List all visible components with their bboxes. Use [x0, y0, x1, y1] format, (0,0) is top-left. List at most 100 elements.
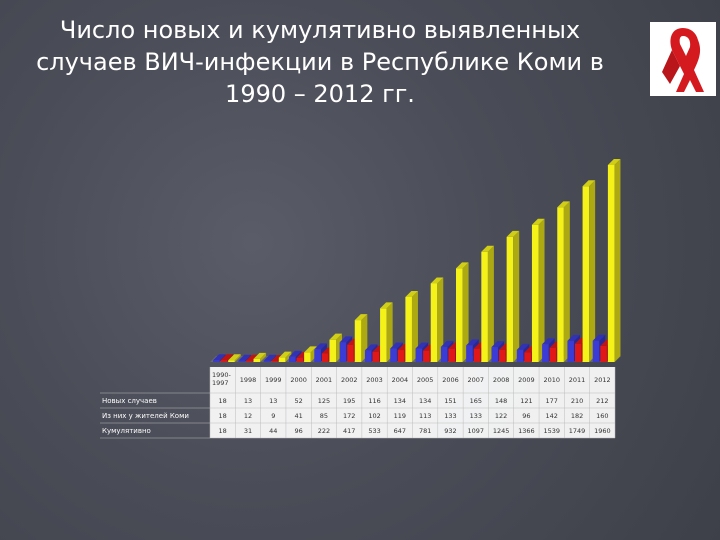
bar-cumulative-0-top	[228, 354, 241, 361]
cell-1-11: 122	[495, 412, 507, 420]
cell-0-0: 18	[219, 397, 227, 405]
cell-0-14: 210	[571, 397, 583, 405]
bar-cumulative-0	[228, 354, 241, 362]
bar-cumulative-14-front	[582, 186, 590, 362]
column-header-14: 2011	[569, 376, 586, 384]
cell-1-7: 119	[394, 412, 406, 420]
title-line-1: Число новых и кумулятивно выявленных	[59, 16, 581, 44]
bar-new-2-side	[270, 354, 277, 362]
cell-2-13: 1539	[543, 427, 560, 435]
bar-cumulative-4-front	[329, 339, 337, 362]
column-header-5: 2002	[341, 376, 358, 384]
bar-cumulative-8-side	[437, 277, 444, 362]
bar-new-10-front	[466, 345, 473, 362]
bar-cumulative-3-front	[304, 352, 311, 362]
cell-1-0: 18	[219, 412, 227, 420]
cell-2-6: 533	[368, 427, 380, 435]
bar-residents-2-front	[271, 361, 278, 362]
bar-residents-10-front	[473, 348, 481, 362]
bar-cumulative-10	[481, 245, 494, 362]
cell-2-11: 1245	[493, 427, 510, 435]
bar-cumulative-2-top	[278, 351, 292, 358]
column-header-4: 2001	[316, 376, 333, 384]
column-header-12: 2009	[518, 376, 535, 384]
cell-1-2: 9	[271, 412, 275, 420]
bar-cumulative-1-top	[253, 352, 267, 359]
bar-cumulative-12-side	[538, 218, 545, 362]
column-header-8: 2005	[417, 376, 434, 384]
cell-1-15: 160	[596, 412, 608, 420]
bar-new-14-top	[567, 334, 580, 341]
cell-0-5: 195	[343, 397, 355, 405]
bar-cumulative-0-front	[228, 360, 235, 362]
bar-cumulative-11-front	[506, 236, 514, 362]
bar-cumulative-12-front	[531, 224, 539, 362]
column-header-13: 2010	[543, 376, 560, 384]
row-label-2: Кумулятивно	[102, 427, 151, 435]
bar-residents-15-front	[600, 345, 607, 362]
bar-new-13-front	[542, 344, 549, 362]
bar-cumulative-1	[253, 352, 267, 362]
bar-cumulative-2-side	[285, 351, 292, 362]
cell-2-4: 222	[318, 427, 330, 435]
cell-1-3: 41	[294, 412, 302, 420]
bar-residents-0-front	[220, 360, 228, 362]
bar-cumulative-13-side	[563, 201, 570, 362]
bar-new-5-front	[339, 342, 347, 362]
bar-cumulative-5-front	[354, 320, 362, 362]
cell-2-3: 96	[294, 427, 302, 435]
bar-cumulative-12-top	[531, 218, 545, 225]
bar-residents-12-front	[524, 352, 531, 362]
bar-new-7-front	[390, 348, 397, 362]
bar-cumulative-9-front	[456, 268, 463, 362]
bar-new-10-top	[466, 339, 479, 346]
bar-new-15-front	[592, 340, 600, 362]
bar-cumulative-1-front	[253, 358, 261, 362]
bar-residents-8-front	[423, 350, 430, 362]
cell-2-15: 1960	[594, 427, 611, 435]
cell-1-9: 133	[444, 412, 456, 420]
cell-0-11: 148	[495, 397, 507, 405]
bar-residents-6-front	[372, 351, 380, 362]
bar-residents-1-top	[245, 354, 259, 361]
bar-new-0-top	[213, 354, 226, 361]
cell-2-1: 31	[244, 427, 252, 435]
slide-title: Число новых и кумулятивно выявленных слу…	[10, 14, 630, 110]
bar-cumulative-0-side	[234, 354, 241, 362]
cell-1-8: 113	[419, 412, 431, 420]
bar-cumulative-2-front	[278, 357, 286, 362]
bar-cumulative-9-top	[456, 262, 469, 269]
bar-cumulative-8-top	[430, 277, 444, 284]
bar-cumulative-15-front	[607, 165, 615, 362]
cell-2-9: 932	[444, 427, 456, 435]
bar-new-14-front	[567, 340, 574, 362]
bar-new-1-front	[238, 360, 245, 362]
bar-new-11-top	[491, 341, 505, 348]
cell-1-13: 142	[546, 412, 558, 420]
bar-cumulative-7-front	[405, 296, 412, 362]
bar-new-2-front	[263, 360, 271, 362]
bar-cumulative-7-top	[405, 290, 418, 297]
cell-0-10: 165	[470, 397, 482, 405]
cell-2-0: 18	[219, 427, 227, 435]
bar-new-3-top	[288, 350, 302, 357]
bar-new-15-top	[592, 334, 606, 341]
bar-residents-1-front	[245, 360, 253, 362]
bar-cumulative-4-top	[329, 333, 343, 340]
bar-new-7-top	[390, 342, 403, 349]
cell-2-8: 781	[419, 427, 431, 435]
bar-cumulative-6-front	[380, 308, 387, 362]
bar-cumulative-14-side	[589, 180, 596, 362]
bar-new-3-front	[288, 356, 296, 362]
bar-cumulative-15-top	[607, 159, 621, 165]
bar-new-1	[238, 354, 251, 362]
bar-cumulative-7-side	[411, 290, 418, 362]
cell-0-12: 121	[520, 397, 532, 405]
cell-1-10: 133	[470, 412, 482, 420]
bar-cumulative-13-top	[557, 201, 570, 208]
bar-new-6-top	[364, 344, 378, 351]
bar-cumulative-9	[456, 262, 469, 362]
row-label-0: Новых случаев	[102, 397, 157, 405]
title-line-3: 1990 – 2012 гг.	[225, 80, 415, 108]
bar-cumulative-6	[380, 302, 393, 362]
